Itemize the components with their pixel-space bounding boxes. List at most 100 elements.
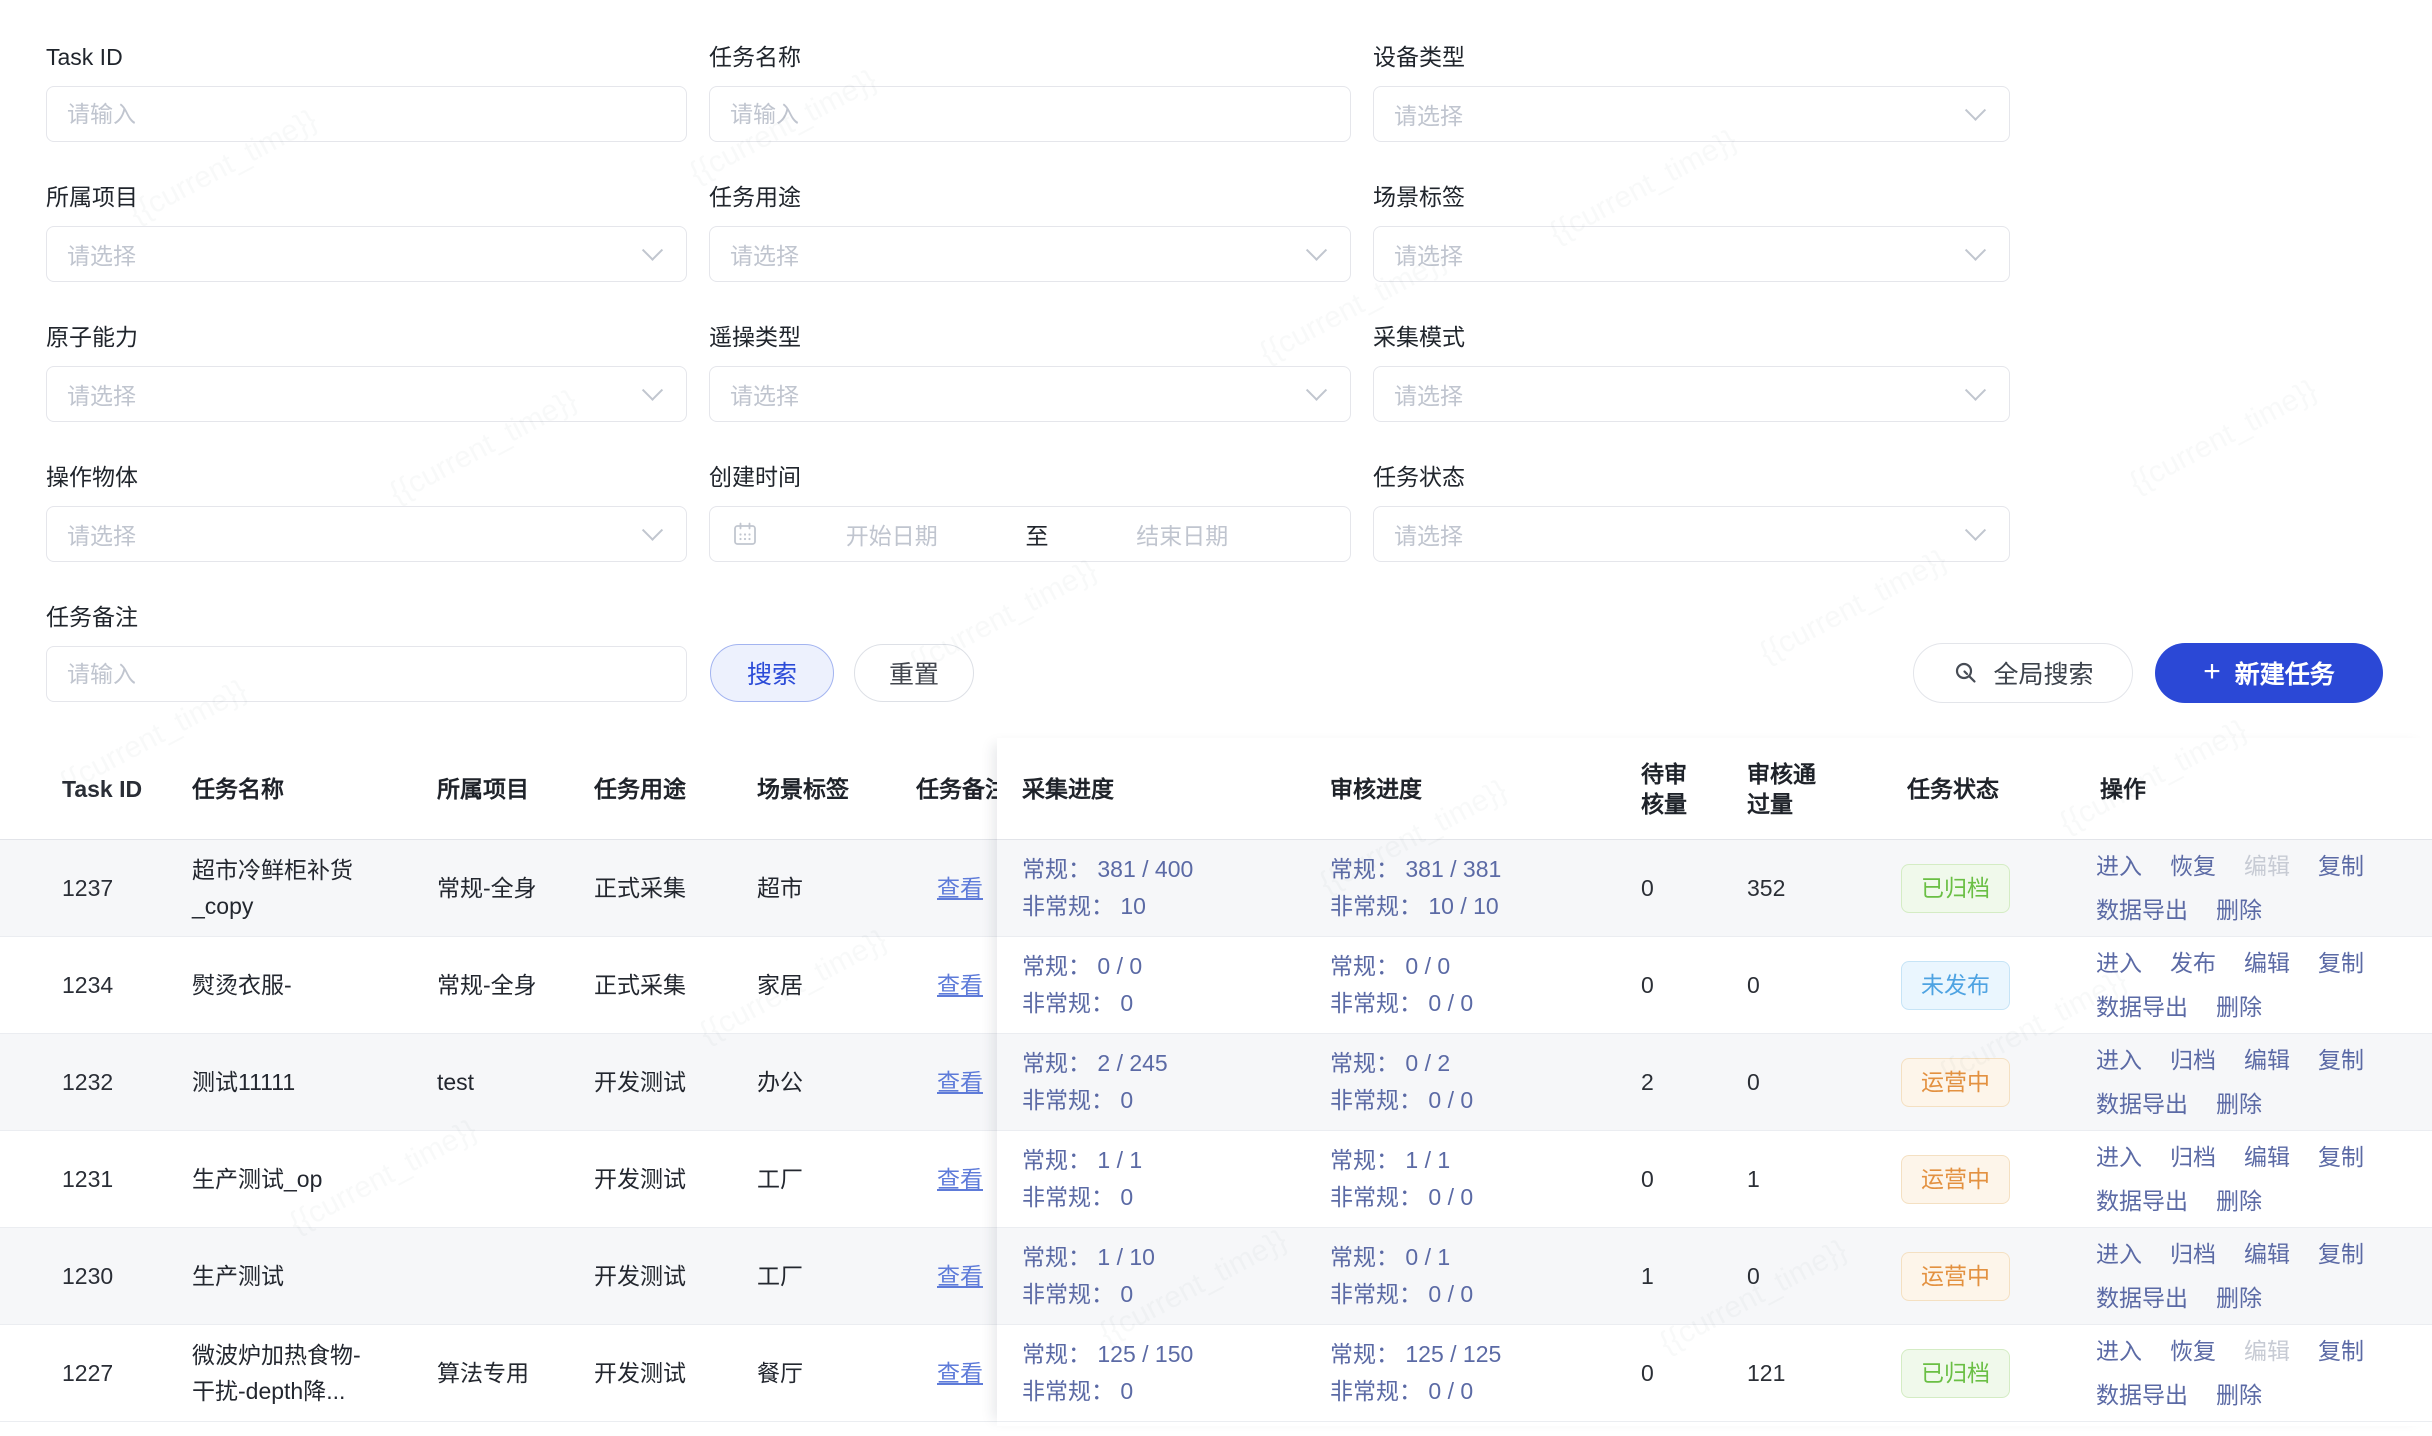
action-link[interactable]: 进入 (2096, 853, 2142, 879)
cell-project: 算法专用 (437, 1360, 529, 1386)
end-date-placeholder[interactable]: 结束日期 (1136, 523, 1229, 549)
table-row-left: 1227 微波炉加热食物-干扰-depth降... 算法专用 开发测试 餐厅 查… (0, 1325, 997, 1422)
reset-button[interactable]: 重置 (854, 644, 974, 702)
action-link[interactable]: 复制 (2318, 1144, 2364, 1170)
action-link[interactable]: 复制 (2318, 950, 2364, 976)
cell-approved-count: 121 (1747, 1360, 1786, 1386)
select-control[interactable]: 请选择 (1373, 226, 2010, 282)
cell-review-progress: 常规： 381 / 381 非常规： 10 / 10 (1330, 856, 1502, 919)
table-body-left: 1237 超市冷鲜柜补货_copy 常规-全身 正式采集 超市 查看 1234 … (0, 840, 997, 1422)
table-row-right: 常规： 2 / 245 非常规： 0 常规： 0 / 2 非常规： 0 / 0 2 … (997, 1034, 2432, 1131)
filter-text-input[interactable] (47, 647, 686, 701)
filter-text-input[interactable] (710, 87, 1350, 141)
action-link[interactable]: 数据导出 (2096, 1382, 2188, 1408)
action-link: 编辑 (2244, 853, 2290, 879)
action-link[interactable]: 编辑 (2244, 950, 2290, 976)
cell-task-id: 1237 (62, 875, 114, 901)
cell-task-name: 测试11111 (192, 1069, 296, 1095)
action-link[interactable]: 数据导出 (2096, 1091, 2188, 1117)
select-control[interactable]: 请选择 (46, 506, 687, 562)
search-icon (1956, 662, 1977, 683)
view-remark-link[interactable]: 查看 (937, 972, 983, 998)
action-link[interactable]: 进入 (2096, 950, 2142, 976)
action-link[interactable]: 删除 (2216, 1285, 2262, 1311)
cell-pending-count: 0 (1641, 1360, 1654, 1386)
action-link[interactable]: 归档 (2170, 1241, 2216, 1267)
action-link[interactable]: 删除 (2216, 1091, 2262, 1117)
action-link[interactable]: 删除 (2216, 1382, 2262, 1408)
action-link[interactable]: 归档 (2170, 1047, 2216, 1073)
action-link[interactable]: 数据导出 (2096, 897, 2188, 923)
select-control[interactable]: 请选择 (46, 366, 687, 422)
col-header-pending: 待审核量 (1641, 760, 1687, 817)
filter-field-label: 设备类型 (1373, 44, 1465, 70)
search-button[interactable]: 搜索 (710, 644, 834, 702)
table-row-left: 1234 熨烫衣服- 常规-全身 正式采集 家居 查看 (0, 937, 997, 1034)
select-control[interactable]: 请选择 (46, 226, 687, 282)
filter-field: 操作物体 请选择 (46, 462, 687, 562)
action-link[interactable]: 编辑 (2244, 1047, 2290, 1073)
cell-collect-progress: 常规： 2 / 245 非常规： 0 (1022, 1050, 1168, 1113)
action-link[interactable]: 进入 (2096, 1338, 2142, 1364)
select-control[interactable]: 请选择 (1373, 506, 2010, 562)
cell-actions: 进入 发布 编辑 复制数据导出 删除 (2096, 937, 2432, 1033)
view-remark-link[interactable]: 查看 (937, 1069, 983, 1095)
action-link[interactable]: 删除 (2216, 897, 2262, 923)
action-link[interactable]: 发布 (2170, 950, 2216, 976)
daterange-control[interactable]: 开始日期 至 结束日期 (709, 506, 1351, 562)
cell-status: 运营中 (1901, 1034, 2096, 1130)
action-link[interactable]: 复制 (2318, 1338, 2364, 1364)
action-link[interactable]: 删除 (2216, 994, 2262, 1020)
global-search-label: 全局搜索 (1993, 661, 2094, 689)
select-control[interactable]: 请选择 (709, 366, 1351, 422)
action-link[interactable]: 归档 (2170, 1144, 2216, 1170)
action-link[interactable]: 数据导出 (2096, 1285, 2188, 1311)
chevron-down-icon (1305, 379, 1328, 401)
new-task-button[interactable]: + 新建任务 (2155, 643, 2383, 703)
action-link[interactable]: 复制 (2318, 853, 2364, 879)
action-link[interactable]: 复制 (2318, 1241, 2364, 1267)
filter-panel: Task ID 任务名称 设备类型 请选择 所属项目 请选择 任务用途 请选择 … (0, 0, 2432, 703)
view-remark-link[interactable]: 查看 (937, 1360, 983, 1386)
chevron-down-icon (1964, 519, 1987, 541)
global-search-button[interactable]: 全局搜索 (1913, 643, 2133, 703)
cell-status: 已归档 (1901, 1325, 2096, 1421)
action-link[interactable]: 编辑 (2244, 1144, 2290, 1170)
table-row-right: 常规： 381 / 400 非常规： 10 常规： 381 / 381 非常规： 1… (997, 840, 2432, 937)
filter-field-label: 任务用途 (709, 184, 801, 210)
action-link[interactable]: 进入 (2096, 1144, 2142, 1170)
text-input-control (46, 86, 687, 142)
view-remark-link[interactable]: 查看 (937, 1166, 983, 1192)
filter-field-label: 原子能力 (46, 324, 138, 350)
cell-approved-count: 0 (1747, 1263, 1760, 1289)
table-header-right: 采集进度 审核进度 待审核量 审核通过量 任务状态 操作 (997, 738, 2432, 840)
select-control[interactable]: 请选择 (1373, 366, 2010, 422)
view-remark-link[interactable]: 查看 (937, 875, 983, 901)
cell-collect-progress: 常规： 0 / 0 非常规： 0 (1022, 953, 1143, 1016)
cell-collect-progress: 常规： 381 / 400 非常规： 10 (1022, 856, 1194, 919)
view-remark-link[interactable]: 查看 (937, 1263, 983, 1289)
select-control[interactable]: 请选择 (709, 226, 1351, 282)
action-link[interactable]: 进入 (2096, 1047, 2142, 1073)
select-placeholder: 请选择 (730, 243, 799, 269)
cell-task-id: 1227 (62, 1360, 114, 1386)
cell-remark: 查看 (916, 1131, 997, 1227)
action-link[interactable]: 数据导出 (2096, 1188, 2188, 1214)
action-link[interactable]: 数据导出 (2096, 994, 2188, 1020)
action-link[interactable]: 编辑 (2244, 1241, 2290, 1267)
action-link[interactable]: 进入 (2096, 1241, 2142, 1267)
start-date-placeholder[interactable]: 开始日期 (845, 523, 938, 549)
action-link[interactable]: 恢复 (2170, 853, 2216, 879)
cell-purpose: 正式采集 (594, 972, 686, 998)
select-placeholder: 请选择 (1394, 383, 1463, 409)
cell-project: 常规-全身 (437, 875, 537, 901)
filter-text-input[interactable] (47, 87, 686, 141)
cell-task-id: 1232 (62, 1069, 114, 1095)
action-link[interactable]: 恢复 (2170, 1338, 2216, 1364)
select-control[interactable]: 请选择 (1373, 86, 2010, 142)
action-link[interactable]: 删除 (2216, 1188, 2262, 1214)
action-link[interactable]: 复制 (2318, 1047, 2364, 1073)
chevron-down-icon (1964, 99, 1987, 121)
select-placeholder: 请选择 (67, 243, 136, 269)
